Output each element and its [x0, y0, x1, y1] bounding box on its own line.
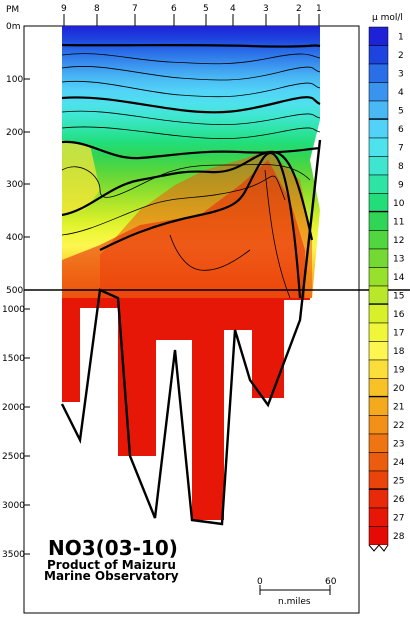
- colorbar-label-7: 7: [398, 143, 404, 153]
- colorbar-label-27: 27: [393, 513, 404, 523]
- colorbar-label-26: 26: [393, 495, 405, 505]
- station-label-2: 2: [296, 4, 302, 14]
- colorbar-label-20: 20: [393, 384, 405, 394]
- scale-bar-start: 0: [257, 577, 263, 587]
- colorbar-swatch-26: [368, 489, 389, 509]
- colorbar-swatch-15: [368, 285, 389, 305]
- colorbar-label-24: 24: [393, 458, 405, 468]
- colorbar: 1234567891011121314151617181920212223242…: [368, 26, 405, 552]
- colorbar-swatch-12: [368, 230, 389, 250]
- scale-bar: 0 60 n.miles: [257, 577, 337, 607]
- colorbar-label-22: 22: [393, 421, 404, 431]
- scale-bar-end: 60: [325, 577, 337, 587]
- colorbar-label-6: 6: [398, 125, 404, 135]
- colorbar-swatch-21: [368, 396, 389, 416]
- colorbar-label-17: 17: [393, 328, 404, 338]
- colorbar-label-23: 23: [393, 439, 404, 449]
- station-label-1: 1: [316, 4, 322, 14]
- colorbar-swatch-6: [368, 119, 389, 139]
- depth-tick-label-2000: 2000: [2, 403, 25, 413]
- contour-lines: [61, 43, 321, 299]
- station-axis: 9 8 7 6 5 4 3 2 1: [61, 4, 322, 26]
- colorbar-swatch-8: [368, 156, 389, 176]
- x-axis-label: PM: [6, 5, 19, 15]
- depth-tick-label-1500: 1500: [2, 354, 25, 364]
- station-label-3: 3: [263, 4, 269, 14]
- colorbar-label-16: 16: [393, 310, 405, 320]
- colorbar-swatch-27: [368, 507, 389, 527]
- colorbar-label-11: 11: [393, 217, 404, 227]
- colorbar-label-14: 14: [393, 273, 405, 283]
- colorbar-swatch-19: [368, 359, 389, 379]
- colorbar-swatch-3: [368, 63, 389, 83]
- station-label-7: 7: [132, 4, 138, 14]
- colorbar-swatch-28: [368, 526, 389, 546]
- depth-tick-label-400: 400: [6, 233, 23, 243]
- depth-tick-label-2500: 2500: [2, 452, 25, 462]
- colorbar-label-2: 2: [398, 51, 404, 61]
- colorbar-label-19: 19: [393, 365, 405, 375]
- colorbar-swatch-5: [368, 100, 389, 120]
- colorbar-swatch-18: [368, 341, 389, 361]
- depth-tick-label-300: 300: [6, 180, 23, 190]
- colorbar-swatch-23: [368, 433, 389, 453]
- colorbar-label-8: 8: [398, 162, 404, 172]
- colorbar-label-21: 21: [393, 402, 404, 412]
- chart-title: NO3(03-10): [48, 536, 178, 560]
- depth-tick-label-100: 100: [6, 75, 23, 85]
- colorbar-label-28: 28: [393, 532, 405, 542]
- yellow-tongue: [62, 140, 100, 215]
- credit-line-2: Marine Observatory: [44, 569, 179, 583]
- depth-tick-label-200: 200: [6, 128, 23, 138]
- colorbar-label-9: 9: [398, 180, 404, 190]
- colorbar-swatch-2: [368, 45, 389, 65]
- colorbar-swatch-7: [368, 137, 389, 157]
- colorbar-swatch-24: [368, 452, 389, 472]
- colorbar-swatch-22: [368, 415, 389, 435]
- depth-tick-label-1000: 1000: [2, 305, 25, 315]
- colorbar-swatch-20: [368, 378, 389, 398]
- colorbar-swatch-11: [368, 211, 389, 231]
- colorbar-label-18: 18: [393, 347, 405, 357]
- colorbar-swatch-9: [368, 174, 389, 194]
- credit-line-1: Product of Maizuru: [47, 558, 176, 572]
- station-label-4: 4: [230, 4, 236, 14]
- station-label-6: 6: [171, 4, 177, 14]
- colorbar-end-mark: [368, 544, 389, 552]
- colorbar-label-1: 1: [398, 32, 404, 42]
- colorbar-swatch-13: [368, 248, 389, 268]
- colorbar-swatch-17: [368, 322, 389, 342]
- colorbar-label-15: 15: [393, 291, 404, 301]
- upper-section-fill: [62, 26, 320, 298]
- colorbar-label-12: 12: [393, 236, 404, 246]
- colorbar-swatch-16: [368, 304, 389, 324]
- colorbar-swatch-14: [368, 267, 389, 287]
- colorbar-swatch-10: [368, 193, 389, 213]
- colorbar-label-4: 4: [398, 88, 404, 98]
- station-label-9: 9: [61, 4, 67, 14]
- colorbar-swatch-25: [368, 470, 389, 490]
- bottom-profile-line: [60, 139, 322, 526]
- colorbar-label-3: 3: [398, 69, 404, 79]
- depth-tick-label-3500: 3500: [2, 550, 25, 560]
- colorbar-label-13: 13: [393, 254, 404, 264]
- station-label-8: 8: [94, 4, 100, 14]
- depth-tick-label-0m: 0m: [6, 22, 21, 32]
- depth-axis: 0m 100 200 300 400 500 1000 1500 2000 2500 3000 350…: [2, 22, 30, 560]
- colorbar-label-5: 5: [398, 106, 404, 116]
- colorbar-swatch-1: [368, 26, 389, 46]
- station-label-5: 5: [203, 4, 209, 14]
- scale-bar-unit: n.miles: [278, 597, 311, 607]
- colorbar-label-25: 25: [393, 476, 404, 486]
- colorbar-swatch-4: [368, 82, 389, 102]
- unit-label: μ mol/l: [372, 13, 403, 23]
- colorbar-label-10: 10: [393, 199, 405, 209]
- depth-tick-label-500: 500: [6, 286, 23, 296]
- depth-tick-label-3000: 3000: [2, 501, 25, 511]
